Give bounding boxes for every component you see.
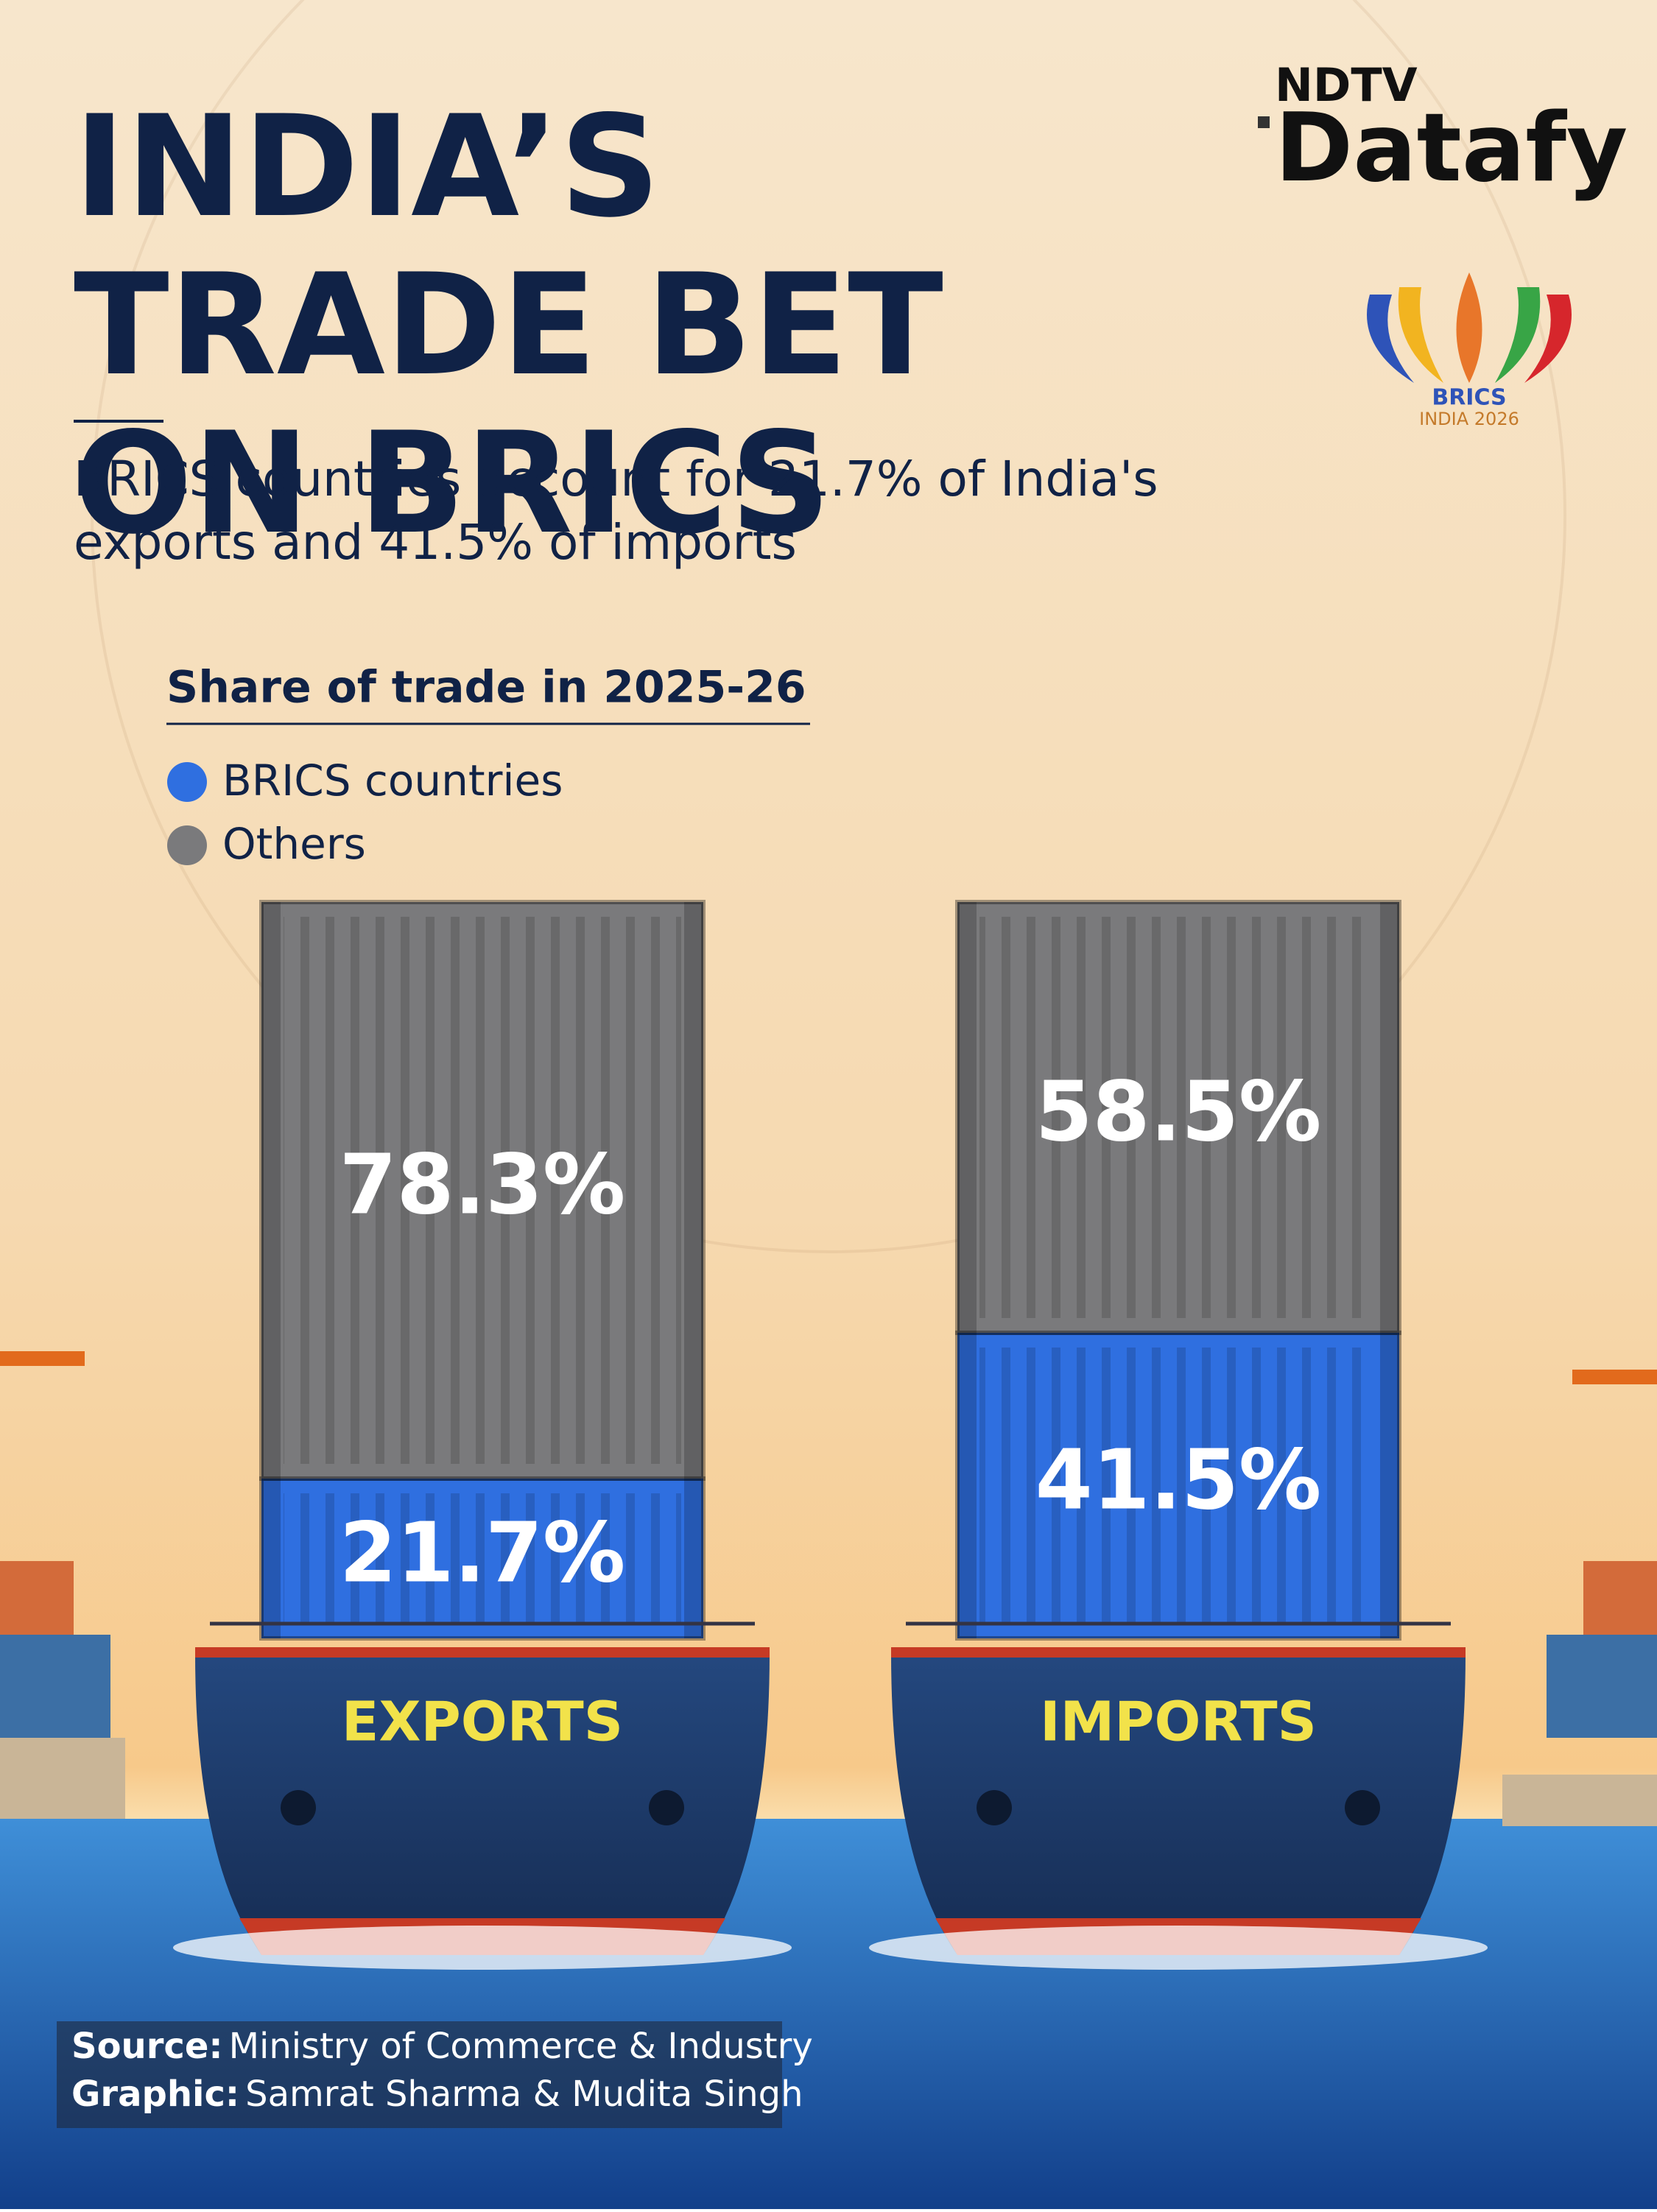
container-ribs <box>979 917 1377 1318</box>
brics-emblem <box>1367 272 1572 383</box>
footer-graphic: Graphic: Samrat Sharma & Mudita Singh <box>71 2074 803 2115</box>
ship-anchor <box>977 1790 1012 1825</box>
chart-title: INDIA’S TRADE BET ON BRICS <box>74 85 943 565</box>
graphic-text: Samrat Sharma & Mudita Singh <box>245 2074 803 2115</box>
globe-outline <box>91 0 1566 1253</box>
value-label: 41.5% <box>1035 1432 1322 1528</box>
ship-deck-edge <box>195 1647 770 1658</box>
x-tick-label: EXPORTS <box>342 1691 623 1754</box>
container-frame-right <box>1380 902 1399 1333</box>
logo-square <box>1258 116 1270 128</box>
value-label: 78.3% <box>340 1137 626 1233</box>
graphic-label: Graphic: <box>71 2074 239 2115</box>
port-right <box>1502 1370 1657 1826</box>
bow-wave <box>869 1926 1488 1970</box>
source-text: Ministry of Commerce & Industry <box>229 2026 813 2067</box>
legend-swatch <box>167 762 207 802</box>
container-frame-right <box>1380 1333 1399 1638</box>
legend-title: Share of trade in 2025-26 <box>166 662 806 714</box>
ship-hull <box>195 1653 770 1955</box>
container-frame-left <box>957 1333 977 1638</box>
legend-label: BRICS countries <box>222 755 563 806</box>
ship-anchor <box>281 1790 316 1825</box>
container-ribs <box>284 1493 681 1624</box>
container-frame-left <box>261 902 281 1479</box>
legend-label: Others <box>222 819 366 869</box>
logo-product: Datafy <box>1275 94 1628 203</box>
port-left <box>0 1351 125 1819</box>
container-frame-left <box>957 902 977 1333</box>
container-ribs <box>284 917 681 1464</box>
source-label: Source: <box>71 2026 223 2067</box>
ship-deck-edge <box>891 1647 1466 1658</box>
value-label: 21.7% <box>340 1505 626 1601</box>
container-frame-left <box>261 1479 281 1638</box>
container-frame-right <box>684 902 703 1479</box>
ship-hull <box>891 1653 1466 1955</box>
value-label: 58.5% <box>1035 1064 1322 1160</box>
logo-brand: NDTV <box>1275 58 1418 112</box>
container-frame-right <box>684 1479 703 1638</box>
legend-swatch <box>167 825 207 865</box>
footer-box <box>57 2021 782 2128</box>
chart-area: BRICS countries Others 21.7% 78.3% EXPORTS 41… <box>167 755 1488 1970</box>
footer-source: Source: Ministry of Commerce & Industry <box>71 2026 813 2067</box>
chart-subtitle: BRICS countries account for 21.7% of Ind… <box>74 451 1158 571</box>
logo-event-detail: INDIA 2026 <box>1419 409 1519 429</box>
ship-anchor <box>1345 1790 1380 1825</box>
ship-anchor <box>649 1790 684 1825</box>
logo-event: BRICS <box>1432 385 1506 411</box>
x-tick-label: IMPORTS <box>1040 1691 1317 1754</box>
bow-wave <box>173 1926 792 1970</box>
container-ribs <box>979 1348 1377 1624</box>
